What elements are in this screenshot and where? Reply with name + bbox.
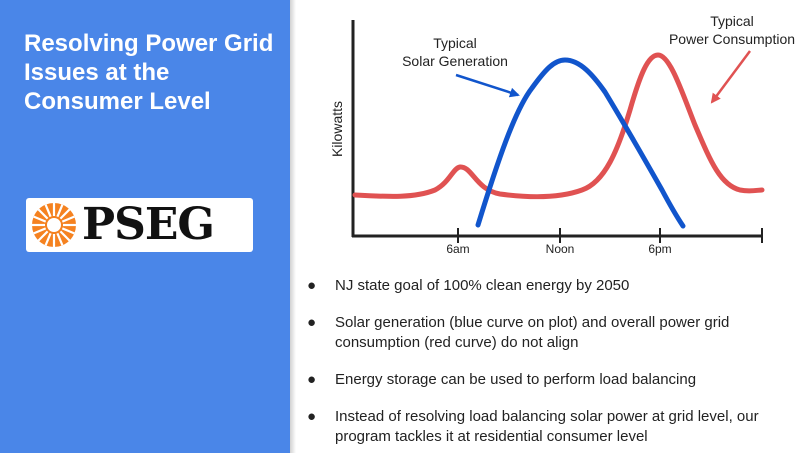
title-panel: Resolving Power Grid Issues at the Consu…: [0, 0, 290, 453]
bullet-dot-icon: ●: [307, 408, 317, 425]
solar-annotation-line-1: Typical: [433, 35, 477, 51]
bullet-item: ● Solar generation (blue curve on plot) a…: [307, 313, 797, 353]
panel-shadow: [290, 0, 296, 453]
bullet-list: ● NJ state goal of 100% clean energy by 2…: [307, 276, 797, 447]
pseg-logo: PSEG: [26, 198, 253, 252]
sun-icon: [32, 203, 76, 247]
bullet-dot-icon: ●: [307, 277, 317, 294]
bullet-text: Energy storage can be used to perform lo…: [335, 371, 697, 388]
solar-vs-consumption-chart: Kilowatts 6am Noon 6pm Typical Solar Gen…: [329, 13, 795, 256]
solar-annotation-line-2: Solar Generation: [402, 53, 508, 69]
consumption-annotation-line-2: Power Consumption: [669, 31, 795, 47]
x-tick-label: 6am: [446, 242, 469, 256]
y-axis-label: Kilowatts: [329, 101, 345, 157]
bullet-dot-icon: ●: [307, 371, 317, 388]
bullet-item: ● Energy storage can be used to perform l…: [307, 370, 797, 390]
slide-title: Resolving Power Grid Issues at the Consu…: [24, 30, 274, 115]
solar-annotation-arrow: [455, 73, 520, 98]
solar-curve: [475, 57, 686, 229]
consumption-annotation-line-1: Typical: [710, 13, 754, 29]
x-tick-label: 6pm: [648, 242, 671, 256]
logo-wordmark: PSEG: [82, 199, 215, 250]
bullet-text: Solar generation (blue curve on plot) an…: [335, 314, 730, 351]
bullet-text: Instead of resolving load balancing sola…: [335, 408, 759, 445]
bullet-text: NJ state goal of 100% clean energy by 20…: [335, 277, 630, 294]
consumption-curve: [352, 52, 765, 200]
bullet-item: ● NJ state goal of 100% clean energy by 2…: [307, 276, 797, 296]
bullet-item: ● Instead of resolving load balancing sol…: [307, 407, 797, 447]
bullet-dot-icon: ●: [307, 314, 317, 331]
x-tick-label: Noon: [546, 242, 575, 256]
consumption-annotation-arrow: [710, 50, 752, 104]
